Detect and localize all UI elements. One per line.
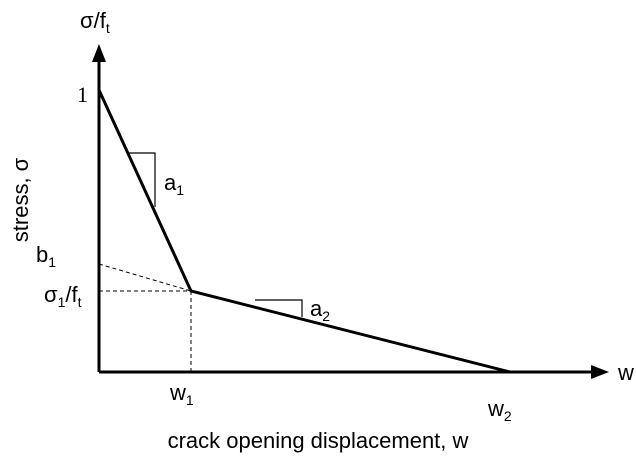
a2-label: a2 [310,296,330,324]
sigma1-label: σ1/ft [44,282,82,310]
top-value: 1 [77,82,88,107]
y-symbol: σ/ft [80,8,110,36]
a2-label-subscript: 2 [322,308,330,324]
y-symbol-text: σ/f [80,8,107,33]
w1-label-subscript: 1 [186,392,194,408]
x-symbol: w [617,360,634,385]
slope-triangle-a2 [255,299,303,317]
b1-label: b1 [36,242,56,270]
w1-label: w1 [169,380,194,408]
w1-label-text: w [169,380,186,405]
y-arrow [92,44,106,62]
sigma1-label-subscript: t [78,294,82,310]
w2-label-text: w [487,396,504,421]
a2-label-text: a [310,296,323,321]
a1-label-subscript: 1 [176,182,184,198]
w2-label: w2 [487,396,512,424]
a1-label-text: a [164,170,177,195]
x-axis-title: crack opening displacement, w [168,428,469,453]
sigma1-label-text: σ [44,282,58,307]
sigma1-label-text: /f [65,282,78,307]
b1-label-subscript: 1 [48,254,56,270]
slope-triangle-a1 [128,152,156,207]
y-symbol-subscript: t [106,20,110,36]
y-axis-title: stress, σ [8,157,33,242]
softening-curve [97,89,511,374]
sigma1-label-subscript: 1 [58,294,66,310]
b1-extension [98,263,192,292]
x-arrow [591,365,609,379]
b1-label-text: b [36,242,48,267]
w2-label-subscript: 2 [504,408,512,424]
a1-label: a1 [164,170,184,198]
